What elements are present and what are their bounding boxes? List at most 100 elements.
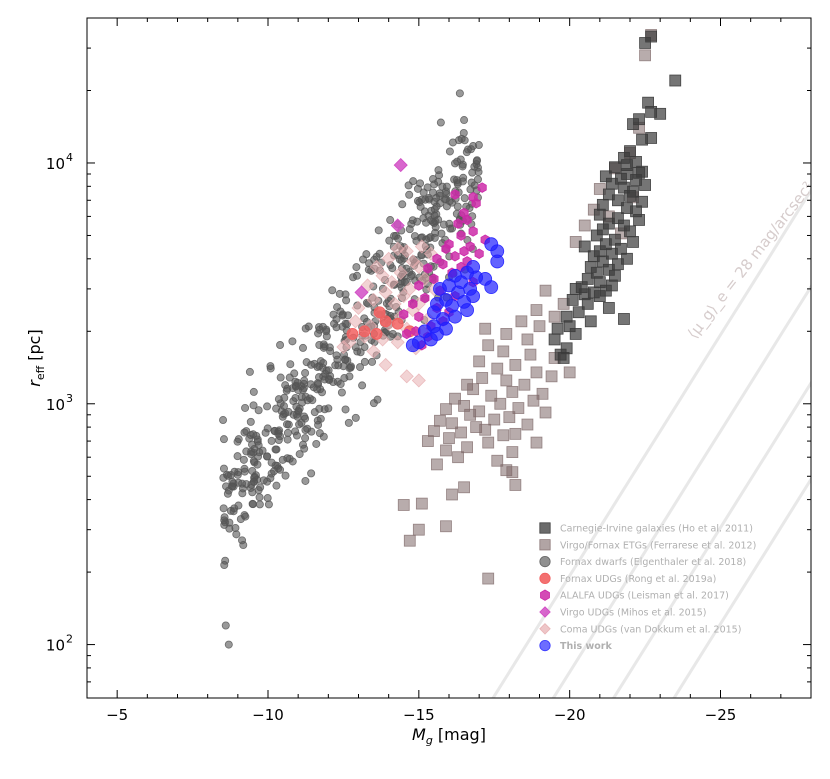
point-1-65: [507, 447, 518, 458]
point-2-60: [284, 429, 291, 436]
point-2-556: [330, 311, 337, 318]
point-0-73: [570, 328, 581, 339]
point-2-258: [352, 414, 359, 421]
point-2-217: [302, 435, 309, 442]
point-4-18: [439, 259, 447, 269]
point-4-7: [469, 227, 477, 237]
point-2-294: [389, 265, 396, 272]
point-2-391: [373, 253, 380, 260]
point-2-549: [255, 487, 262, 494]
point-2-281: [303, 359, 310, 366]
point-0-69: [585, 316, 596, 327]
point-1-57: [510, 428, 521, 439]
point-0-41: [628, 236, 639, 247]
point-4-20: [424, 264, 432, 274]
point-2-347: [243, 448, 250, 455]
point-2-406: [336, 290, 343, 297]
x-tick-label: −5: [106, 706, 128, 724]
point-2-259: [250, 388, 257, 395]
point-2-510: [260, 477, 267, 484]
point-2-357: [276, 466, 283, 473]
point-7-29: [406, 339, 419, 352]
point-2-307: [302, 426, 309, 433]
point-2-516: [254, 438, 261, 445]
x-tick-label: −15: [403, 706, 435, 724]
point-1-61: [483, 437, 494, 448]
point-2-506: [273, 405, 280, 412]
legend-item: Coma UDGs (van Dokkum et al. 2015): [540, 624, 742, 636]
point-2-439: [359, 382, 366, 389]
point-1-28: [531, 367, 542, 378]
point-2-445: [292, 378, 299, 385]
point-2-513: [234, 453, 241, 460]
point-2-508: [455, 137, 462, 144]
point-0-29: [597, 199, 608, 210]
legend-label: Carnegie-Irvine galaxies (Ho et al. 2011…: [560, 524, 753, 535]
y-tick-label: 10: [46, 396, 65, 414]
legend-item: Virgo/Fornax ETGs (Ferrarese et al. 2012…: [540, 540, 757, 552]
x-tick-label: −10: [252, 706, 284, 724]
legend-item: Virgo UDGs (Mihos et al. 2015): [540, 607, 707, 619]
point-6-37: [379, 358, 392, 371]
legend-label: Virgo UDGs (Mihos et al. 2015): [560, 608, 706, 619]
point-1-68: [431, 459, 442, 470]
point-0-66: [603, 302, 614, 313]
point-0-26: [625, 190, 636, 201]
point-2-162: [460, 116, 467, 123]
legend-item: Carnegie-Irvine galaxies (Ho et al. 2011…: [540, 523, 753, 535]
y-axis-label: reff [pc]: [25, 329, 47, 386]
point-2-394: [256, 494, 263, 501]
point-2-87: [277, 374, 284, 381]
point-4-36: [403, 329, 411, 339]
point-2-540: [459, 161, 466, 168]
point-1-56: [456, 427, 467, 438]
point-1-21: [483, 340, 494, 351]
point-7-10: [485, 281, 498, 294]
point-2-376: [392, 232, 399, 239]
point-1-44: [440, 404, 451, 415]
point-4-28: [409, 299, 417, 309]
point-2-231: [406, 226, 413, 233]
point-2-131: [329, 287, 336, 294]
point-2-521: [318, 389, 325, 396]
legend-marker: [540, 556, 550, 566]
point-2-522: [370, 400, 377, 407]
point-2-105: [220, 436, 227, 443]
point-2-297: [437, 119, 444, 126]
point-1-25: [474, 356, 485, 367]
point-2-542: [467, 186, 474, 193]
point-1-40: [528, 395, 539, 406]
point-2-370: [343, 297, 350, 304]
point-2-233: [222, 622, 229, 629]
point-2-446: [267, 475, 274, 482]
point-2-400: [375, 227, 382, 234]
point-2-468: [431, 219, 438, 226]
point-2-206: [353, 263, 360, 270]
point-3-6: [380, 316, 391, 327]
point-2-454: [475, 141, 482, 148]
point-1-20: [480, 323, 491, 334]
point-1-74: [416, 498, 427, 509]
point-1-79: [483, 573, 494, 584]
y-tick-label: 10: [46, 637, 65, 655]
point-4-13: [460, 246, 468, 256]
point-2-491: [292, 428, 299, 435]
point-2-261: [219, 416, 226, 423]
point-2-558: [320, 344, 327, 351]
point-4-5: [463, 215, 471, 225]
point-1-62: [531, 437, 542, 448]
point-2-332: [273, 446, 280, 453]
point-0-22: [640, 180, 651, 191]
point-2-529: [473, 161, 480, 168]
point-2-490: [220, 465, 227, 472]
point-2-483: [427, 234, 434, 241]
point-2-262: [241, 511, 248, 518]
point-1-29: [546, 371, 557, 382]
point-2-300: [468, 179, 475, 186]
point-2-70: [446, 148, 453, 155]
point-1-22: [498, 346, 509, 357]
point-1-70: [507, 467, 518, 478]
point-2-487: [323, 333, 330, 340]
point-2-492: [304, 397, 311, 404]
point-2-560: [225, 641, 232, 648]
